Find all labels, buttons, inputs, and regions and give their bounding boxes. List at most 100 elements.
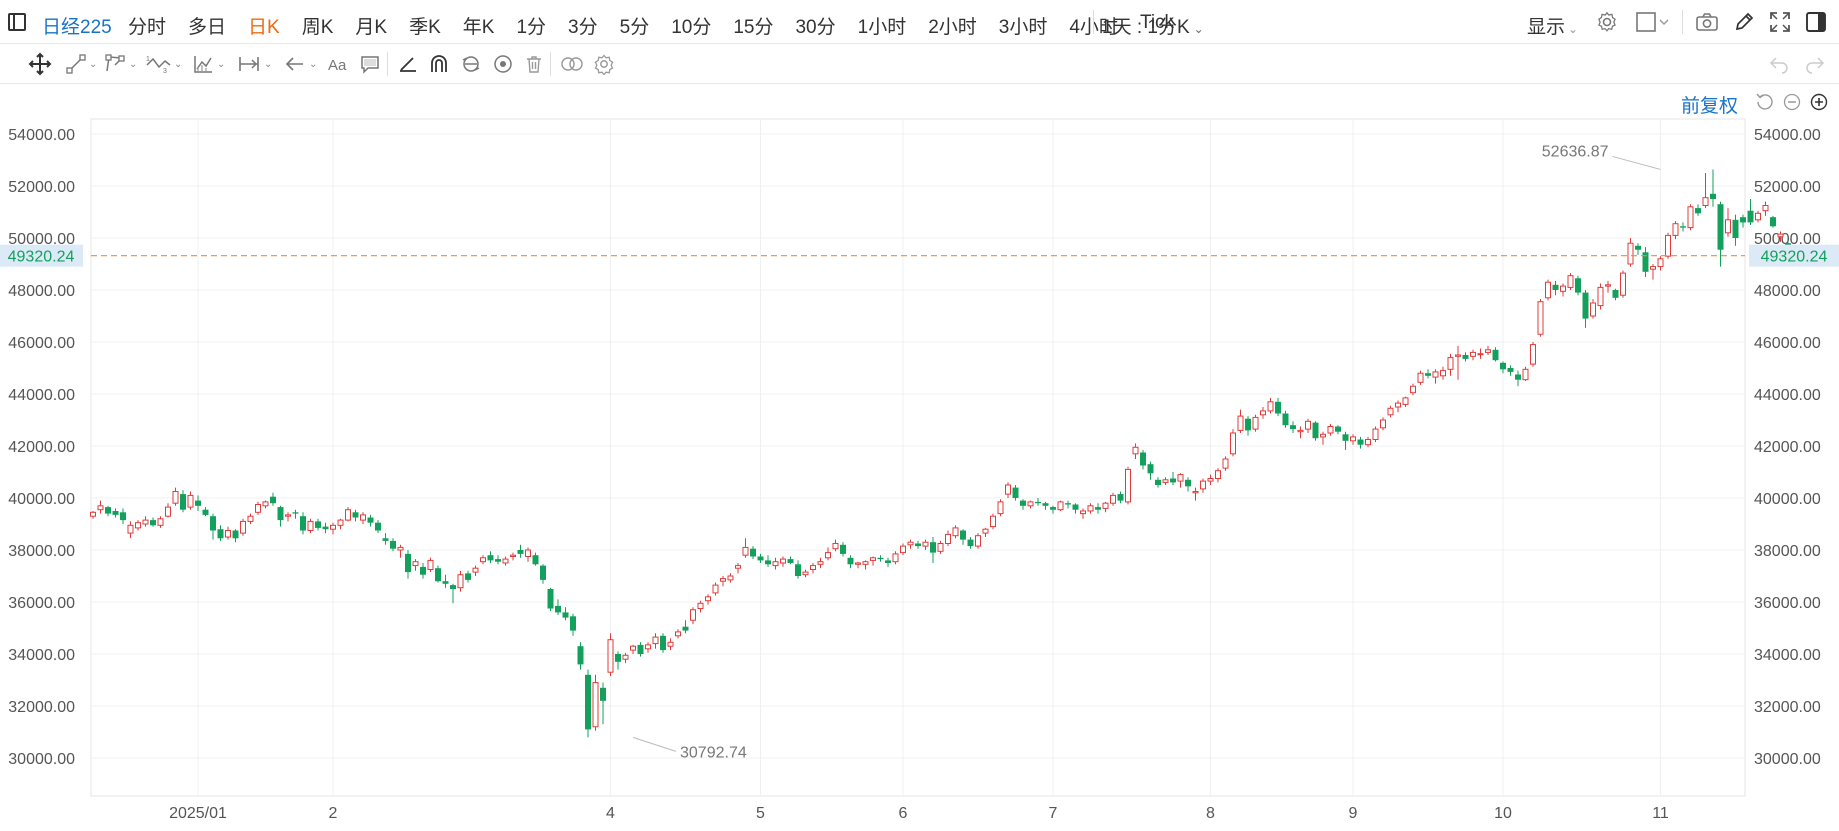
candle-body bbox=[1747, 210, 1754, 223]
candle bbox=[150, 517, 156, 527]
timeframe-tab[interactable]: 年K bbox=[462, 17, 495, 38]
fullscreen-icon[interactable] bbox=[1769, 10, 1791, 34]
candle-body bbox=[1605, 284, 1611, 287]
timeframe-tab[interactable]: 1小时 bbox=[857, 17, 907, 38]
candle bbox=[465, 570, 471, 583]
timeframe-tab[interactable]: 10分 bbox=[671, 17, 712, 38]
right-panel-toggle-icon[interactable] bbox=[1805, 10, 1827, 34]
x-tick-label: 6 bbox=[899, 805, 908, 822]
candle-body bbox=[1192, 491, 1199, 494]
timeframe-tab[interactable]: 多日 bbox=[188, 17, 227, 38]
timeframe-tab[interactable]: 3小时 bbox=[998, 17, 1048, 38]
trash-icon[interactable] bbox=[524, 52, 544, 76]
candle bbox=[615, 651, 621, 670]
timeframe-tab[interactable]: 5分 bbox=[619, 17, 650, 38]
trend-line-icon[interactable]: ⌄ bbox=[66, 52, 97, 76]
candle-body bbox=[697, 602, 704, 609]
comment-icon[interactable] bbox=[360, 52, 380, 76]
timeframe-tab[interactable]: 分时 bbox=[128, 17, 167, 38]
timeframe-tab[interactable]: 30分 bbox=[795, 17, 836, 38]
candle bbox=[345, 507, 351, 522]
timeframe-tab[interactable]: 季K bbox=[409, 17, 441, 38]
candle-body bbox=[1695, 208, 1701, 214]
candle bbox=[450, 583, 456, 604]
pencil-icon[interactable] bbox=[1733, 10, 1755, 34]
reset-chart-icon[interactable] bbox=[1756, 93, 1774, 111]
candle-body bbox=[1012, 487, 1019, 498]
layout-square-icon[interactable] bbox=[1636, 10, 1670, 34]
candle bbox=[622, 652, 629, 664]
candle-body bbox=[1297, 429, 1304, 433]
candle-body bbox=[427, 559, 434, 570]
candle-body bbox=[1410, 385, 1416, 394]
candle bbox=[772, 557, 779, 570]
redo-icon[interactable] bbox=[1804, 52, 1826, 76]
candle-body bbox=[630, 645, 636, 651]
timeframe-tab[interactable]: 周K bbox=[301, 17, 334, 38]
candle-body bbox=[900, 545, 906, 554]
max-annotation-leader bbox=[1612, 155, 1661, 170]
symbol-name[interactable]: 日经225 bbox=[42, 17, 112, 38]
zoom-in-icon[interactable] bbox=[1810, 93, 1828, 111]
price-adjust-toggle[interactable]: 前复权 bbox=[1681, 96, 1739, 117]
zoom-out-icon[interactable] bbox=[1783, 93, 1801, 111]
camera-icon[interactable] bbox=[1695, 10, 1719, 34]
candle-body bbox=[1770, 217, 1776, 227]
range-measure-icon[interactable]: ⌄ bbox=[237, 52, 272, 76]
interval-selector[interactable]: 1天 : 1分K ⌄ bbox=[1102, 12, 1204, 39]
candle-body bbox=[742, 546, 749, 556]
y-tick-label: 34000.00 bbox=[8, 647, 75, 664]
sidebar-toggle-icon[interactable] bbox=[8, 13, 26, 31]
candle bbox=[525, 547, 531, 562]
lock-drawing-icon[interactable] bbox=[460, 52, 482, 76]
visibility-eye-icon[interactable] bbox=[492, 52, 514, 76]
candle-body bbox=[1155, 479, 1161, 485]
candle-body bbox=[1320, 433, 1326, 438]
undo-icon[interactable] bbox=[1768, 52, 1790, 76]
candle bbox=[217, 525, 224, 541]
candle bbox=[1590, 299, 1596, 319]
timeframe-tab[interactable]: 1分 bbox=[516, 17, 547, 38]
timeframe-tab[interactable]: 月K bbox=[355, 17, 388, 38]
candle bbox=[765, 555, 771, 567]
y-tick-label: 38000.00 bbox=[1754, 543, 1821, 560]
timeframe-tab[interactable]: 15分 bbox=[733, 17, 774, 38]
candle-body bbox=[1237, 415, 1244, 431]
text-tool-icon[interactable]: Aa bbox=[327, 52, 349, 76]
candle-body bbox=[1560, 285, 1566, 292]
y-tick-label: 46000.00 bbox=[8, 335, 75, 352]
candle-body bbox=[1215, 470, 1221, 480]
crosshair-move-icon[interactable] bbox=[28, 52, 52, 76]
y-tick-label: 52000.00 bbox=[1754, 179, 1821, 196]
candle-body bbox=[877, 557, 884, 560]
ruler-angle-icon[interactable] bbox=[398, 52, 418, 76]
candle bbox=[390, 538, 396, 552]
settings-icon[interactable] bbox=[1596, 10, 1618, 34]
candle bbox=[1425, 369, 1431, 379]
measure-chart-icon[interactable]: ⌄ bbox=[192, 52, 225, 76]
timeframe-tab[interactable]: 日K bbox=[248, 17, 280, 38]
candle bbox=[420, 563, 426, 579]
display-dropdown[interactable]: 显示 ⌄ bbox=[1527, 12, 1578, 39]
candle-body bbox=[1080, 510, 1086, 515]
arrow-left-icon[interactable]: ⌄ bbox=[284, 52, 317, 76]
wave-pattern-icon[interactable]: 1 3 ⌄ bbox=[145, 52, 182, 76]
timeframe-tab[interactable]: Tick bbox=[1139, 12, 1175, 33]
candle-body bbox=[300, 516, 306, 531]
candle-body bbox=[1755, 212, 1761, 221]
timeframe-tab[interactable]: 2小时 bbox=[928, 17, 977, 38]
candle bbox=[120, 508, 126, 524]
drawing-settings-icon[interactable] bbox=[593, 52, 615, 76]
x-tick-label: 4 bbox=[606, 805, 615, 822]
candle bbox=[1297, 426, 1304, 439]
candle bbox=[1230, 429, 1236, 457]
candle bbox=[1080, 508, 1086, 519]
candle bbox=[570, 613, 576, 636]
timeframe-tab[interactable]: 3分 bbox=[568, 17, 598, 38]
y-tick-label: 54000.00 bbox=[1754, 127, 1821, 144]
polyline-icon[interactable]: ⌄ bbox=[104, 52, 137, 76]
candle bbox=[1530, 342, 1536, 367]
magnet-icon[interactable] bbox=[429, 52, 449, 76]
candlestick-chart[interactable]: 54000.00 52000.00 50000.00 48000.00 46000.00… bbox=[0, 84, 1839, 831]
overlay-link-icon[interactable] bbox=[560, 52, 584, 76]
